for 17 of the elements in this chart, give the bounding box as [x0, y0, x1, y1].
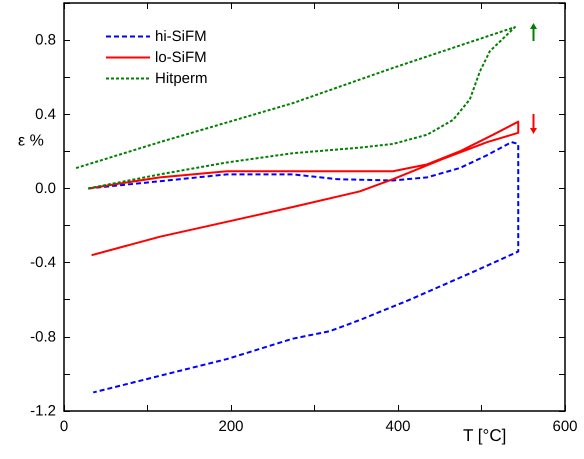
x-tick-label: 200 [218, 418, 244, 435]
x-axis-title: T [°C] [463, 426, 506, 445]
y-tick-label: -1.2 [30, 402, 56, 420]
x-tick-label: 600 [552, 418, 578, 435]
y-axis-title: ε % [18, 132, 44, 150]
y-tick-label: 0.4 [35, 106, 56, 123]
legend-label: hi-SiFM [155, 28, 207, 45]
y-tick-label: -0.8 [30, 328, 56, 346]
line-series [74, 26, 516, 190]
x-tick-label: 400 [385, 418, 411, 435]
line-series [87, 141, 520, 394]
y-tick-label: 0.0 [35, 180, 56, 197]
legend-label: lo-SiFM [155, 49, 207, 66]
y-tick-label: -0.4 [30, 254, 56, 272]
legend-label: Hitperm [155, 70, 208, 87]
y-tick-label: 0.8 [35, 32, 56, 49]
x-tick-label: 0 [60, 418, 68, 435]
